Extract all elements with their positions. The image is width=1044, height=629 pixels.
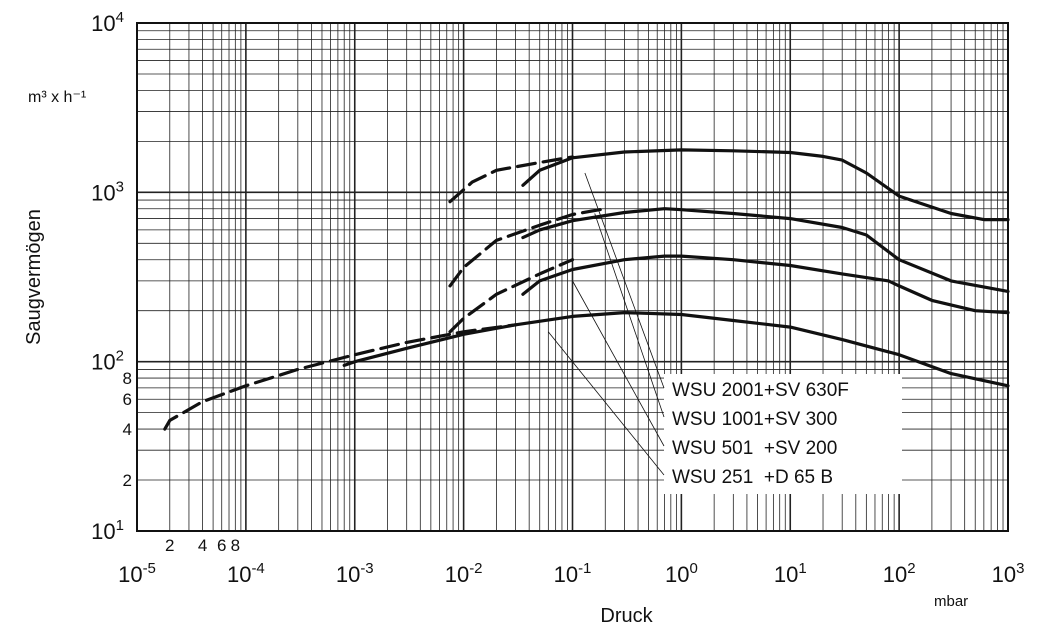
x-tick-label: 10-4: [227, 560, 265, 587]
y-tick-label: 102: [91, 348, 124, 375]
series-line-solid-2: [521, 207, 1010, 293]
legend: WSU 2001+SV 630F WSU 1001+SV 300 WSU 501 +…: [548, 172, 902, 494]
x-axis-label: Druck: [600, 605, 653, 627]
x-tick-label: 10-3: [336, 560, 374, 587]
legend-leader-line: [572, 280, 665, 447]
y-tick-label: 103: [91, 178, 124, 205]
legend-leader-line: [594, 213, 665, 418]
x-minor-tick-label: 2: [165, 536, 174, 555]
legend-leader-line: [548, 331, 665, 476]
x-minor-tick-label: 6: [217, 536, 226, 555]
y-axis-unit: m³ x h⁻¹: [28, 89, 86, 106]
x-tick-label: 10-1: [554, 560, 592, 587]
y-tick-label: 101: [91, 517, 124, 544]
legend-entry: WSU 1001+SV 300: [672, 409, 837, 430]
series-line-solid-3: [521, 254, 1010, 315]
y-minor-tick-label: 8: [123, 369, 132, 388]
x-tick-label: 10-5: [118, 560, 156, 587]
x-tick-label: 101: [774, 560, 807, 587]
legend-entry: WSU 2001+SV 630F: [672, 380, 849, 401]
x-tick-label: 102: [883, 560, 916, 587]
y-minor-tick-label: 2: [123, 471, 132, 490]
y-minor-tick-label: 6: [123, 390, 132, 409]
plot-frame: [136, 22, 1009, 532]
series-group: [163, 148, 1010, 431]
y-minor-tick-label: 4: [123, 420, 132, 439]
legend-background: [664, 374, 902, 494]
series-line-solid-1: [521, 148, 1010, 222]
series-line-dashed-2: [448, 207, 607, 288]
series-line-solid-4: [342, 311, 1010, 388]
y-tick-label: 104: [91, 9, 124, 36]
x-tick-label: 10-2: [445, 560, 483, 587]
legend-leader-line: [584, 172, 665, 389]
series-line-dashed-4: [163, 323, 518, 431]
x-tick-label: 100: [665, 560, 698, 587]
x-tick-label: 103: [992, 560, 1025, 587]
legend-entry: WSU 251 +D 65 B: [672, 467, 833, 488]
x-minor-tick-label: 8: [231, 536, 240, 555]
x-minor-tick-label: 4: [198, 536, 207, 555]
legend-entry: WSU 501 +SV 200: [672, 438, 837, 459]
y-axis-label: Saugvermögen: [23, 209, 45, 345]
series-line-dashed-1: [448, 155, 575, 204]
series-line-dashed-3: [448, 258, 575, 334]
x-axis-unit: mbar: [934, 593, 968, 610]
